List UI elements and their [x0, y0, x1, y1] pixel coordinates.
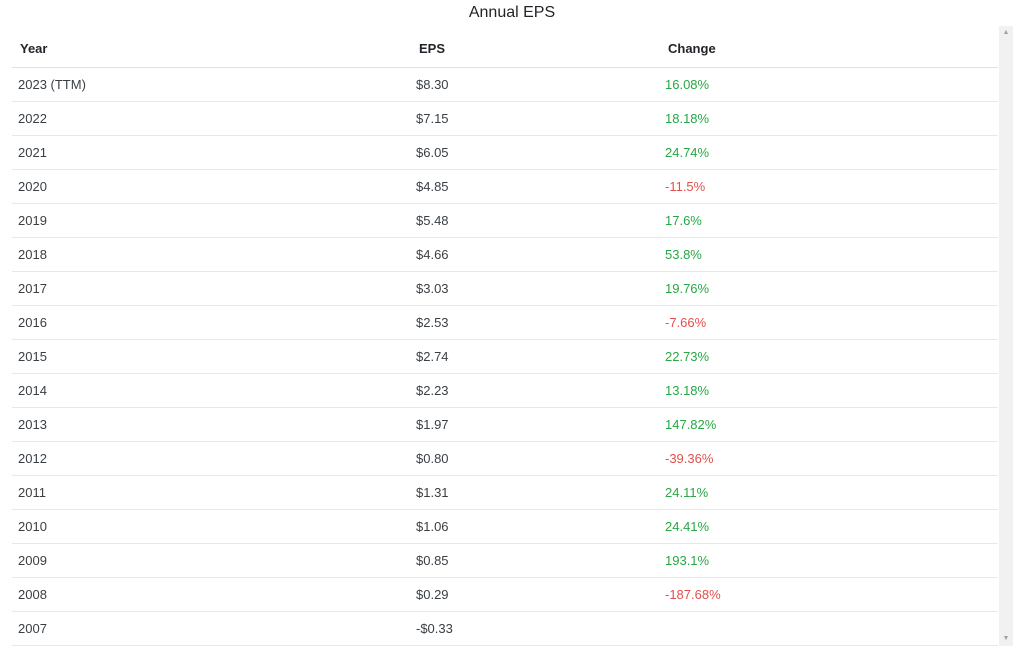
table-row: 2009 $0.85 193.1%: [12, 543, 998, 578]
year-cell: 2012: [12, 441, 416, 476]
change-cell: 24.74%: [665, 135, 998, 170]
table-row: 2013 $1.97 147.82%: [12, 407, 998, 442]
year-cell: 2007: [12, 611, 416, 646]
eps-cell: $6.05: [416, 135, 665, 170]
eps-cell: $3.03: [416, 271, 665, 306]
eps-cell: $1.31: [416, 475, 665, 510]
change-cell: -187.68%: [665, 577, 998, 612]
change-cell: [665, 611, 998, 646]
change-cell: 24.11%: [665, 475, 998, 510]
table-row: 2012 $0.80 -39.36%: [12, 441, 998, 476]
year-cell: 2016: [12, 305, 416, 340]
eps-table-container[interactable]: Year EPS Change 2023 (TTM) $8.30 16.08% 202…: [12, 30, 998, 648]
year-cell: 2022: [12, 101, 416, 136]
eps-cell: $2.74: [416, 339, 665, 374]
table-row: 2022 $7.15 18.18%: [12, 101, 998, 136]
eps-cell: $4.85: [416, 169, 665, 204]
eps-cell: $8.30: [416, 67, 665, 102]
column-header-eps: EPS: [416, 30, 665, 68]
year-cell: 2014: [12, 373, 416, 408]
eps-cell: $2.23: [416, 373, 665, 408]
table-row: 2020 $4.85 -11.5%: [12, 169, 998, 204]
change-cell: 22.73%: [665, 339, 998, 374]
eps-table: Year EPS Change 2023 (TTM) $8.30 16.08% 202…: [12, 30, 998, 646]
eps-cell: -$0.33: [416, 611, 665, 646]
table-row: 2019 $5.48 17.6%: [12, 203, 998, 238]
year-cell: 2021: [12, 135, 416, 170]
year-cell: 2017: [12, 271, 416, 306]
table-row: 2023 (TTM) $8.30 16.08%: [12, 67, 998, 102]
change-cell: 147.82%: [665, 407, 998, 442]
change-cell: 18.18%: [665, 101, 998, 136]
table-row: 2017 $3.03 19.76%: [12, 271, 998, 306]
change-cell: 17.6%: [665, 203, 998, 238]
header-row: Year EPS Change: [12, 30, 998, 68]
year-cell: 2019: [12, 203, 416, 238]
table-row: 2007 -$0.33: [12, 611, 998, 646]
change-cell: 53.8%: [665, 237, 998, 272]
scroll-track[interactable]: [1002, 42, 1010, 630]
change-cell: -39.36%: [665, 441, 998, 476]
change-cell: -11.5%: [665, 169, 998, 204]
eps-cell: $0.80: [416, 441, 665, 476]
eps-cell: $1.06: [416, 509, 665, 544]
year-cell: 2023 (TTM): [12, 67, 416, 102]
eps-cell: $0.85: [416, 543, 665, 578]
change-cell: 13.18%: [665, 373, 998, 408]
year-cell: 2011: [12, 475, 416, 510]
year-cell: 2015: [12, 339, 416, 374]
change-cell: -7.66%: [665, 305, 998, 340]
eps-cell: $0.29: [416, 577, 665, 612]
year-cell: 2020: [12, 169, 416, 204]
column-header-year: Year: [12, 30, 416, 68]
change-cell: 193.1%: [665, 543, 998, 578]
eps-cell: $7.15: [416, 101, 665, 136]
eps-cell: $4.66: [416, 237, 665, 272]
change-cell: 24.41%: [665, 509, 998, 544]
table-body: 2023 (TTM) $8.30 16.08% 2022 $7.15 18.18% 2021…: [12, 67, 998, 646]
vertical-scrollbar[interactable]: ▲ ▼: [999, 26, 1013, 646]
table-row: 2015 $2.74 22.73%: [12, 339, 998, 374]
table-row: 2010 $1.06 24.41%: [12, 509, 998, 544]
year-cell: 2010: [12, 509, 416, 544]
page-title: Annual EPS: [468, 4, 556, 21]
table-row: 2021 $6.05 24.74%: [12, 135, 998, 170]
scroll-down-arrow-icon[interactable]: ▼: [1002, 635, 1010, 642]
table-row: 2016 $2.53 -7.66%: [12, 305, 998, 340]
table-row: 2011 $1.31 24.11%: [12, 475, 998, 510]
eps-cell: $2.53: [416, 305, 665, 340]
change-cell: 19.76%: [665, 271, 998, 306]
year-cell: 2008: [12, 577, 416, 612]
column-header-change: Change: [665, 30, 998, 68]
year-cell: 2009: [12, 543, 416, 578]
table-row: 2018 $4.66 53.8%: [12, 237, 998, 272]
scroll-up-arrow-icon[interactable]: ▲: [1002, 29, 1010, 36]
table-row: 2014 $2.23 13.18%: [12, 373, 998, 408]
change-cell: 16.08%: [665, 67, 998, 102]
eps-cell: $5.48: [416, 203, 665, 238]
year-cell: 2013: [12, 407, 416, 442]
table-row: 2008 $0.29 -187.68%: [12, 577, 998, 612]
year-cell: 2018: [12, 237, 416, 272]
eps-cell: $1.97: [416, 407, 665, 442]
table-header: Year EPS Change: [12, 30, 998, 68]
